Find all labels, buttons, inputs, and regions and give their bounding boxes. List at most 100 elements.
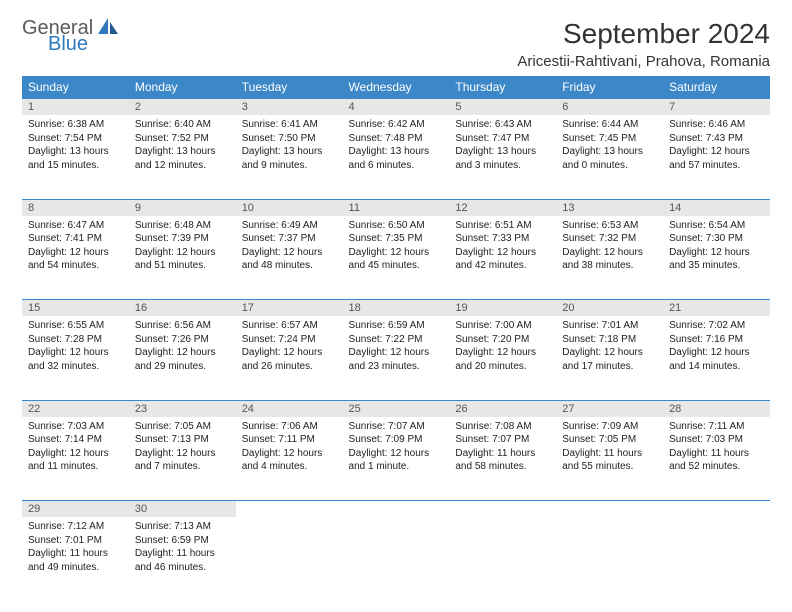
weekday-header: Sunday — [22, 76, 129, 99]
day-content-cell: Sunrise: 7:13 AMSunset: 6:59 PMDaylight:… — [129, 517, 236, 601]
sunrise-text: Sunrise: 6:38 AM — [28, 118, 123, 132]
day-content-cell — [663, 517, 770, 601]
daylight-text: and 52 minutes. — [669, 460, 764, 474]
daylight-text: and 4 minutes. — [242, 460, 337, 474]
page-title: September 2024 — [517, 18, 770, 50]
day-number-cell: 13 — [556, 199, 663, 216]
daylight-text: Daylight: 12 hours — [669, 346, 764, 360]
daylight-text: and 9 minutes. — [242, 159, 337, 173]
sunset-text: Sunset: 7:26 PM — [135, 333, 230, 347]
sunset-text: Sunset: 7:43 PM — [669, 132, 764, 146]
weekday-header: Wednesday — [343, 76, 450, 99]
sunrise-text: Sunrise: 6:42 AM — [349, 118, 444, 132]
sunrise-text: Sunrise: 6:41 AM — [242, 118, 337, 132]
day-content-cell: Sunrise: 6:48 AMSunset: 7:39 PMDaylight:… — [129, 216, 236, 300]
day-number-cell: 30 — [129, 501, 236, 518]
daylight-text: Daylight: 12 hours — [135, 246, 230, 260]
weekday-header: Friday — [556, 76, 663, 99]
logo: General Blue — [22, 18, 120, 54]
day-content-cell: Sunrise: 7:05 AMSunset: 7:13 PMDaylight:… — [129, 417, 236, 501]
day-content-cell: Sunrise: 6:50 AMSunset: 7:35 PMDaylight:… — [343, 216, 450, 300]
day-number-cell: 12 — [449, 199, 556, 216]
daylight-text: and 35 minutes. — [669, 259, 764, 273]
day-number-cell — [343, 501, 450, 518]
day-content-cell: Sunrise: 6:46 AMSunset: 7:43 PMDaylight:… — [663, 115, 770, 199]
daylight-text: and 15 minutes. — [28, 159, 123, 173]
daylight-text: and 49 minutes. — [28, 561, 123, 575]
day-content-cell: Sunrise: 7:02 AMSunset: 7:16 PMDaylight:… — [663, 316, 770, 400]
day-number-cell: 23 — [129, 400, 236, 417]
daylight-text: and 6 minutes. — [349, 159, 444, 173]
day-number-cell: 20 — [556, 300, 663, 317]
sunrise-text: Sunrise: 7:06 AM — [242, 420, 337, 434]
sunset-text: Sunset: 7:07 PM — [455, 433, 550, 447]
sunrise-text: Sunrise: 7:12 AM — [28, 520, 123, 534]
day-content-cell: Sunrise: 6:44 AMSunset: 7:45 PMDaylight:… — [556, 115, 663, 199]
daylight-text: Daylight: 12 hours — [349, 447, 444, 461]
sunset-text: Sunset: 7:30 PM — [669, 232, 764, 246]
day-data-row: Sunrise: 6:55 AMSunset: 7:28 PMDaylight:… — [22, 316, 770, 400]
sunrise-text: Sunrise: 6:51 AM — [455, 219, 550, 233]
day-number-cell: 28 — [663, 400, 770, 417]
sunset-text: Sunset: 7:16 PM — [669, 333, 764, 347]
day-number-cell: 16 — [129, 300, 236, 317]
daylight-text: and 45 minutes. — [349, 259, 444, 273]
daylight-text: Daylight: 12 hours — [349, 246, 444, 260]
day-content-cell: Sunrise: 7:09 AMSunset: 7:05 PMDaylight:… — [556, 417, 663, 501]
sunrise-text: Sunrise: 7:09 AM — [562, 420, 657, 434]
weekday-header: Monday — [129, 76, 236, 99]
sunrise-text: Sunrise: 7:13 AM — [135, 520, 230, 534]
day-number-row: 22232425262728 — [22, 400, 770, 417]
daylight-text: Daylight: 11 hours — [455, 447, 550, 461]
day-content-cell: Sunrise: 6:38 AMSunset: 7:54 PMDaylight:… — [22, 115, 129, 199]
sunset-text: Sunset: 7:45 PM — [562, 132, 657, 146]
day-number-row: 1234567 — [22, 99, 770, 116]
daylight-text: Daylight: 11 hours — [562, 447, 657, 461]
day-number-cell: 22 — [22, 400, 129, 417]
sunrise-text: Sunrise: 7:08 AM — [455, 420, 550, 434]
day-number-cell — [556, 501, 663, 518]
day-number-cell: 26 — [449, 400, 556, 417]
day-content-cell: Sunrise: 6:51 AMSunset: 7:33 PMDaylight:… — [449, 216, 556, 300]
sunrise-text: Sunrise: 6:55 AM — [28, 319, 123, 333]
sunrise-text: Sunrise: 6:54 AM — [669, 219, 764, 233]
daylight-text: Daylight: 12 hours — [669, 145, 764, 159]
sunrise-text: Sunrise: 6:49 AM — [242, 219, 337, 233]
day-data-row: Sunrise: 6:47 AMSunset: 7:41 PMDaylight:… — [22, 216, 770, 300]
daylight-text: and 54 minutes. — [28, 259, 123, 273]
day-number-cell: 14 — [663, 199, 770, 216]
daylight-text: and 48 minutes. — [242, 259, 337, 273]
day-number-row: 891011121314 — [22, 199, 770, 216]
day-content-cell: Sunrise: 6:49 AMSunset: 7:37 PMDaylight:… — [236, 216, 343, 300]
sunrise-text: Sunrise: 6:57 AM — [242, 319, 337, 333]
sunset-text: Sunset: 7:13 PM — [135, 433, 230, 447]
day-number-cell: 10 — [236, 199, 343, 216]
daylight-text: and 51 minutes. — [135, 259, 230, 273]
day-content-cell: Sunrise: 6:47 AMSunset: 7:41 PMDaylight:… — [22, 216, 129, 300]
day-number-cell — [449, 501, 556, 518]
day-number-cell: 18 — [343, 300, 450, 317]
day-content-cell: Sunrise: 6:59 AMSunset: 7:22 PMDaylight:… — [343, 316, 450, 400]
sunset-text: Sunset: 7:41 PM — [28, 232, 123, 246]
day-content-cell: Sunrise: 6:53 AMSunset: 7:32 PMDaylight:… — [556, 216, 663, 300]
day-number-cell: 19 — [449, 300, 556, 317]
sunset-text: Sunset: 7:14 PM — [28, 433, 123, 447]
sunset-text: Sunset: 7:05 PM — [562, 433, 657, 447]
weekday-header: Saturday — [663, 76, 770, 99]
daylight-text: and 26 minutes. — [242, 360, 337, 374]
day-number-cell: 6 — [556, 99, 663, 116]
sunrise-text: Sunrise: 6:44 AM — [562, 118, 657, 132]
daylight-text: and 3 minutes. — [455, 159, 550, 173]
day-number-row: 15161718192021 — [22, 300, 770, 317]
sunset-text: Sunset: 7:09 PM — [349, 433, 444, 447]
daylight-text: and 46 minutes. — [135, 561, 230, 575]
sunrise-text: Sunrise: 7:01 AM — [562, 319, 657, 333]
sunset-text: Sunset: 7:39 PM — [135, 232, 230, 246]
daylight-text: Daylight: 12 hours — [562, 346, 657, 360]
day-content-cell: Sunrise: 6:57 AMSunset: 7:24 PMDaylight:… — [236, 316, 343, 400]
day-number-cell: 7 — [663, 99, 770, 116]
weekday-header: Thursday — [449, 76, 556, 99]
sunset-text: Sunset: 7:11 PM — [242, 433, 337, 447]
daylight-text: and 38 minutes. — [562, 259, 657, 273]
daylight-text: and 57 minutes. — [669, 159, 764, 173]
